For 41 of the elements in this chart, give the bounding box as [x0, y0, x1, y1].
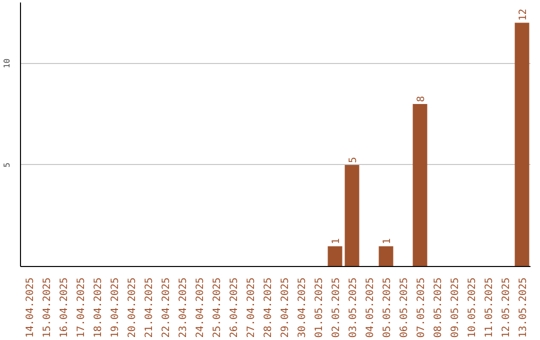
x-tick-label: 30.04.2025: [297, 277, 308, 338]
data-label: 1: [382, 238, 393, 244]
x-tick-label: 04.05.2025: [365, 277, 376, 338]
x-tick-label: 07.05.2025: [416, 277, 427, 338]
x-tick-label: 06.05.2025: [399, 277, 410, 338]
x-tick-label: 29.04.2025: [280, 277, 291, 338]
x-tick-label: 11.05.2025: [484, 277, 495, 338]
x-tick-label: 03.05.2025: [348, 277, 359, 338]
x-tick-label: 14.04.2025: [25, 277, 36, 338]
data-label: 8: [416, 96, 427, 102]
data-label: 1: [331, 238, 342, 244]
bar: [412, 104, 428, 266]
bar: [328, 246, 342, 266]
x-tick-label: 18.04.2025: [93, 277, 104, 338]
bar: [514, 22, 530, 266]
x-tick-label: 16.04.2025: [59, 277, 70, 338]
x-tick-label: 09.05.2025: [450, 277, 461, 338]
x-tick-label: 12.05.2025: [501, 277, 512, 338]
x-tick-label: 24.04.2025: [195, 277, 206, 338]
x-tick-label: 17.04.2025: [76, 277, 87, 338]
x-tick-label: 26.04.2025: [229, 277, 240, 338]
x-tick-label: 19.04.2025: [110, 277, 121, 338]
x-tick-label: 08.05.2025: [433, 277, 444, 338]
x-tick-label: 01.05.2025: [314, 277, 325, 338]
bar: [378, 246, 394, 266]
x-tick-label: 25.04.2025: [212, 277, 223, 338]
x-tick-label: 20.04.2025: [127, 277, 138, 338]
x-tick-label: 05.05.2025: [382, 277, 393, 338]
data-label: 12: [518, 8, 529, 21]
y-tick-label: 10: [2, 58, 12, 68]
x-tick-label: 02.05.2025: [331, 277, 342, 338]
x-tick-label: 22.04.2025: [161, 277, 172, 338]
x-tick-label: 28.04.2025: [263, 277, 274, 338]
x-tick-label: 27.04.2025: [246, 277, 257, 338]
bar: [344, 164, 360, 266]
x-tick-label: 15.04.2025: [42, 277, 53, 338]
x-tick-label: 13.05.2025: [518, 277, 529, 338]
x-tick-label: 10.05.2025: [467, 277, 478, 338]
x-tick-label: 23.04.2025: [178, 277, 189, 338]
x-tick-label: 21.04.2025: [144, 277, 155, 338]
data-label: 5: [348, 156, 359, 163]
